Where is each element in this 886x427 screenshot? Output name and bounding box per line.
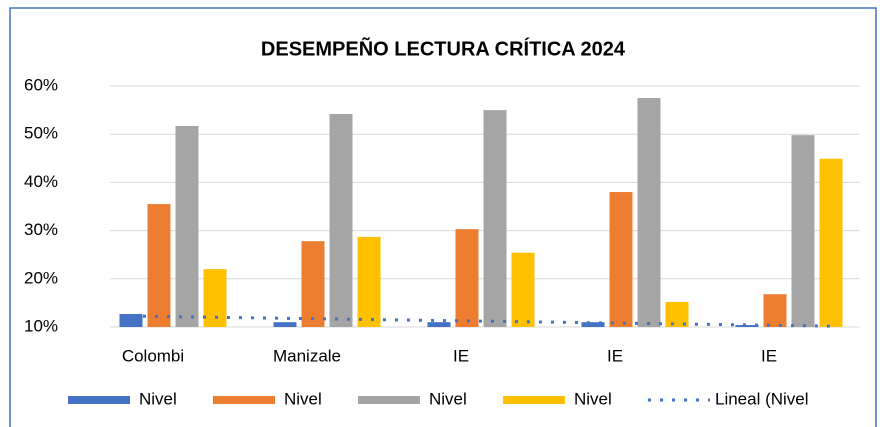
x-tick-label: Manizale — [273, 346, 341, 365]
bar — [637, 98, 661, 327]
trendline — [130, 314, 832, 328]
legend-swatch — [358, 396, 420, 404]
bar — [455, 229, 479, 327]
legend-label: Nivel — [574, 389, 612, 408]
bar — [511, 252, 535, 327]
x-tick-label: Colombi — [122, 346, 184, 365]
y-tick-label: 10% — [24, 316, 58, 335]
legend-label: Lineal (Nivel — [715, 389, 809, 408]
x-tick-label: IE — [453, 346, 469, 365]
legend-label: Nivel — [429, 389, 467, 408]
chart-title: DESEMPEÑO LECTURA CRÍTICA 2024 — [261, 37, 626, 60]
bar — [609, 192, 633, 327]
bar — [763, 294, 787, 327]
bar — [665, 301, 689, 327]
bar — [483, 110, 507, 327]
legend-swatch — [68, 396, 130, 404]
y-tick-label: 20% — [24, 268, 58, 287]
bar — [119, 313, 143, 327]
bar — [175, 126, 199, 327]
bar — [329, 113, 353, 328]
bar — [427, 322, 451, 327]
bar — [819, 158, 843, 327]
bar — [735, 325, 759, 327]
bar — [357, 236, 381, 327]
y-tick-label: 40% — [24, 172, 58, 191]
x-tick-label: IE — [761, 346, 777, 365]
legend-label: Nivel — [284, 389, 322, 408]
legend-label: Nivel — [139, 389, 177, 408]
x-tick-label: IE — [607, 346, 623, 365]
bar — [203, 269, 227, 327]
y-tick-label: 30% — [24, 220, 58, 239]
y-tick-label: 50% — [24, 124, 58, 143]
bar — [791, 135, 815, 327]
y-tick-label: 60% — [24, 75, 58, 94]
bar — [581, 322, 605, 327]
bar — [147, 204, 171, 327]
legend-swatch — [503, 396, 565, 404]
legend-swatch — [213, 396, 275, 404]
bar — [301, 241, 325, 327]
bar — [273, 322, 297, 327]
